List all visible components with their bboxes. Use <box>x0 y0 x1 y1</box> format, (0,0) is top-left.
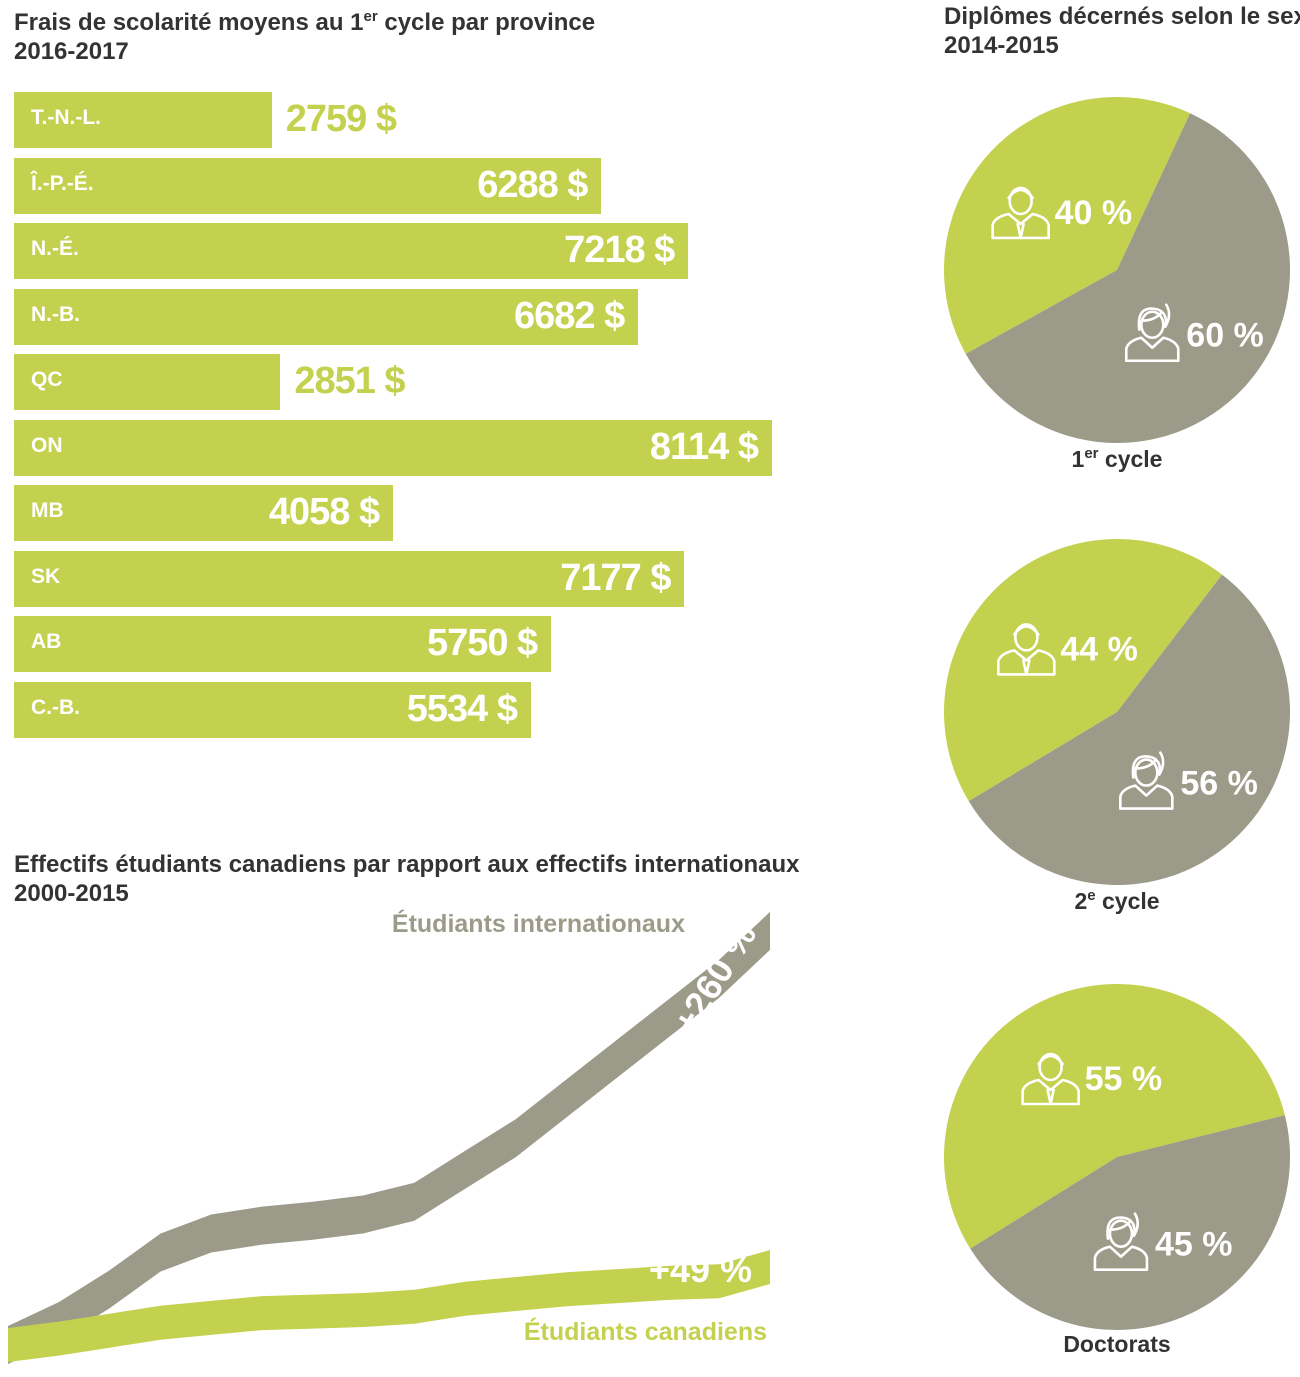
pie-slice <box>944 984 1285 1249</box>
bar-value-label: 4058 $ <box>268 491 380 533</box>
bar-category-label: Î.-P.-É. <box>31 171 94 195</box>
bar-row: MB 4058 $ <box>14 485 814 541</box>
bar-value-label: 8114 $ <box>649 425 759 468</box>
bar-row: SK 7177 $ <box>14 550 814 607</box>
pie-caption: Doctorats <box>1063 1331 1170 1357</box>
pie-chart: 55 % 45 % Doctorats <box>944 984 1290 1357</box>
pie-slice <box>943 97 1191 354</box>
bar-category-label: C.-B. <box>31 695 80 719</box>
pie-section-title: Diplômes décernés selon le sexe 2014-201… <box>944 2 1300 60</box>
woman-icon <box>1119 751 1174 810</box>
canadian-students-series <box>8 1250 770 1362</box>
man-icon <box>997 623 1056 676</box>
bar-value-label: 2759 $ <box>285 98 397 140</box>
bar <box>14 288 639 345</box>
series-ribbon <box>8 1250 770 1362</box>
pie-slice <box>968 574 1291 885</box>
bar-category-label: N.-B. <box>31 302 80 326</box>
bar-category-label: ON <box>31 433 63 457</box>
bar-row: N.-B. 6682 $ <box>14 288 814 345</box>
bar-category-label: SK <box>31 564 61 588</box>
bar-category-label: T.-N.-L. <box>31 106 101 129</box>
pie-caption: 2e cycle <box>1074 887 1159 914</box>
pie-slice-label: 44 % <box>1060 630 1138 668</box>
bar-row: Î.-P.-É. 6288 $ <box>14 157 814 214</box>
bar-value-label: 5534 $ <box>406 687 518 730</box>
pie-section-title-line1: Diplômes décernés selon le sexe <box>944 3 1300 30</box>
bar-value-label: 2851 $ <box>294 360 405 402</box>
bar <box>14 157 602 214</box>
bar-value-label: 5750 $ <box>426 622 538 664</box>
pie-slice-label: 56 % <box>1180 765 1258 803</box>
bar <box>14 616 552 672</box>
line-chart-title-line1: Effectifs étudiants canadiens par rappor… <box>14 851 800 878</box>
bar <box>14 223 689 279</box>
pie-chart: 40 % 60 % 1er cycle <box>943 97 1290 472</box>
pie-slice-label: 60 % <box>1186 317 1264 355</box>
pie-slice-label: 55 % <box>1085 1060 1163 1098</box>
man-icon <box>1021 1052 1080 1106</box>
bar <box>14 485 394 541</box>
pie-section-title-years: 2014-2015 <box>944 32 1059 59</box>
bar-chart-title-years: 2016-2017 <box>14 38 129 65</box>
line-chart-title: Effectifs étudiants canadiens par rappor… <box>14 850 800 908</box>
series-change-label: +49 % <box>649 1249 752 1290</box>
bar-row: N.-É. 7218 $ <box>14 223 814 279</box>
man-icon <box>991 186 1050 240</box>
series-name-label: Étudiants canadiens <box>524 1317 767 1346</box>
woman-icon <box>1093 1212 1149 1271</box>
series-name-label: Étudiants internationaux <box>392 909 685 938</box>
tuition-bar-chart: T.-N.-L. 2759 $ Î.-P.-É. 6288 $ N.-É. 7218 $ N… <box>14 92 814 752</box>
bar-value-label: 7218 $ <box>564 229 675 271</box>
pie-chart: 44 % 56 % 2e cycle <box>944 539 1291 914</box>
bar <box>14 550 685 607</box>
bar <box>14 419 772 476</box>
bar-row: QC 2851 $ <box>14 354 814 410</box>
bar-value-label: 7177 $ <box>560 556 671 599</box>
pie-slice-label: 45 % <box>1155 1226 1233 1264</box>
bar-value-label: 6682 $ <box>514 294 625 337</box>
international-students-series <box>8 911 770 1364</box>
woman-icon <box>1124 303 1180 363</box>
bar-category-label: AB <box>31 630 62 653</box>
bar-category-label: QC <box>31 368 63 391</box>
bar <box>14 92 272 148</box>
bar-chart-title-prefix: Frais de scolarité moyens au 1 <box>14 9 364 36</box>
bar-row: AB 5750 $ <box>14 616 814 672</box>
bar-category-label: N.-É. <box>31 237 79 260</box>
pie-slice <box>965 113 1290 444</box>
pie-caption: 1er cycle <box>1072 445 1163 472</box>
line-chart-title-years: 2000-2015 <box>14 880 129 907</box>
pie-slice-label: 40 % <box>1055 194 1133 232</box>
bar-chart-title-sup: er <box>363 8 378 25</box>
bar-row: C.-B. 5534 $ <box>14 681 814 738</box>
bar-row: ON 8114 $ <box>14 419 814 476</box>
bar-value-label: 6288 $ <box>477 163 588 206</box>
bar-category-label: MB <box>31 499 64 522</box>
series-ribbon <box>8 911 770 1364</box>
bar-chart-title: Frais de scolarité moyens au 1er cycle p… <box>14 2 595 66</box>
bar <box>14 354 281 410</box>
bar-row: T.-N.-L. 2759 $ <box>14 92 814 148</box>
bar-chart-title-suffix: cycle par province <box>377 9 596 36</box>
bar <box>14 681 531 738</box>
pie-slice <box>944 539 1223 802</box>
